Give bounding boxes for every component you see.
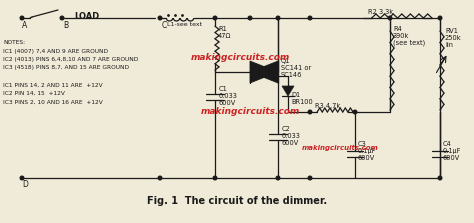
Circle shape: [60, 16, 64, 20]
Text: C3
0.1μF
600V: C3 0.1μF 600V: [358, 141, 376, 161]
Text: D1
BR100: D1 BR100: [291, 92, 313, 105]
Text: C4
0.1μF
600V: C4 0.1μF 600V: [443, 141, 461, 161]
Text: IC1 PINS 14, 2 AND 11 ARE  +12V: IC1 PINS 14, 2 AND 11 ARE +12V: [3, 83, 103, 87]
Text: IC2 (4013) PINS 6,4,8,10 AND 7 ARE GROUND: IC2 (4013) PINS 6,4,8,10 AND 7 ARE GROUN…: [3, 57, 138, 62]
Text: Q1
SC141 or
SC146: Q1 SC141 or SC146: [281, 58, 311, 78]
Text: C1
0.033
600V: C1 0.033 600V: [219, 86, 238, 106]
Circle shape: [308, 176, 312, 180]
Text: RV1
250k
lin: RV1 250k lin: [445, 28, 462, 48]
Text: makingcircuits.com: makingcircuits.com: [191, 54, 290, 62]
Circle shape: [20, 16, 24, 20]
Text: LOAD: LOAD: [74, 12, 99, 21]
Text: B: B: [63, 21, 68, 30]
Text: D: D: [22, 180, 28, 189]
Circle shape: [438, 176, 442, 180]
Circle shape: [158, 16, 162, 20]
Text: IC3 PINS 2, 10 AND 16 ARE  +12V: IC3 PINS 2, 10 AND 16 ARE +12V: [3, 99, 103, 105]
Polygon shape: [250, 61, 278, 83]
Text: R4
390k
(see text): R4 390k (see text): [393, 26, 425, 47]
Polygon shape: [250, 61, 278, 83]
Polygon shape: [282, 86, 294, 96]
Circle shape: [308, 16, 312, 20]
Text: C: C: [162, 21, 167, 30]
Text: NOTES:: NOTES:: [3, 40, 25, 45]
Circle shape: [20, 176, 24, 180]
Text: C2
0.033
600V: C2 0.033 600V: [282, 126, 301, 146]
Circle shape: [158, 176, 162, 180]
Text: IC1 (4007) 7,4 AND 9 ARE GROUND: IC1 (4007) 7,4 AND 9 ARE GROUND: [3, 48, 108, 54]
Circle shape: [213, 176, 217, 180]
Circle shape: [438, 16, 442, 20]
Text: R3 4,7k: R3 4,7k: [315, 103, 340, 109]
Text: A: A: [22, 21, 27, 30]
Text: Fig. 1  The circuit of the dimmer.: Fig. 1 The circuit of the dimmer.: [147, 196, 327, 206]
Text: R2 3,3k: R2 3,3k: [368, 9, 393, 15]
Circle shape: [308, 110, 312, 114]
Text: IC3 (4518) PINS 8,7, AND 15 ARE GROUND: IC3 (4518) PINS 8,7, AND 15 ARE GROUND: [3, 66, 129, 70]
Text: IC2 PIN 14, 15  +12V: IC2 PIN 14, 15 +12V: [3, 91, 65, 96]
Circle shape: [388, 16, 392, 20]
Text: R1
47Ω: R1 47Ω: [218, 26, 231, 39]
Text: L1-see text: L1-see text: [167, 22, 202, 27]
Circle shape: [276, 176, 280, 180]
Text: makingcircuits.com: makingcircuits.com: [201, 107, 300, 116]
Circle shape: [353, 110, 357, 114]
Circle shape: [248, 16, 252, 20]
Text: makingcircuits.com: makingcircuits.com: [301, 145, 378, 151]
Circle shape: [276, 16, 280, 20]
Circle shape: [213, 16, 217, 20]
